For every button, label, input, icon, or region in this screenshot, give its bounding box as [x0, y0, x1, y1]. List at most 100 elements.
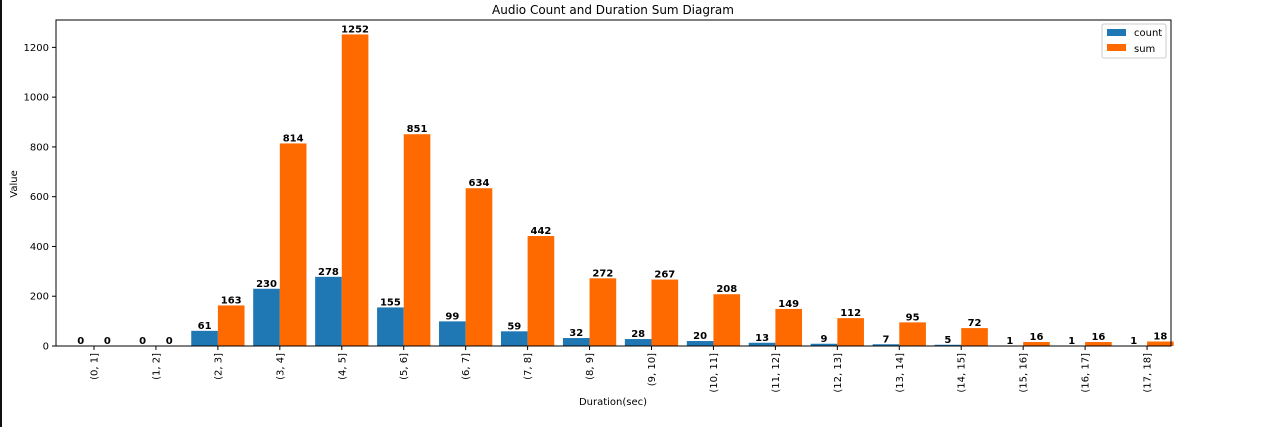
bar-value-label-sum: 267: [654, 270, 675, 281]
x-tick-label: (0, 1]: [90, 353, 101, 380]
bar-sum: [527, 236, 555, 346]
x-tick-label: (6, 7]: [461, 353, 472, 380]
bar-value-label-sum: 149: [778, 299, 799, 310]
x-tick-label: (10, 11]: [709, 353, 720, 393]
bar-value-label-count: 7: [882, 334, 889, 345]
bar-value-label-sum: 208: [716, 284, 737, 295]
bar-value-label-count: 59: [507, 321, 521, 332]
y-axis: 0 200 400 600 800 1000 1200: [24, 43, 56, 353]
x-tick-label: (2, 3]: [213, 353, 224, 380]
x-tick-label: (9, 10]: [647, 353, 658, 386]
bar-value-label-count: 99: [445, 311, 459, 322]
bar-value-label-count: 1: [1068, 336, 1075, 347]
x-tick-label: (3, 4]: [275, 353, 286, 380]
y-axis-title: Value: [9, 170, 20, 197]
bar-count: [377, 307, 404, 346]
y-tick-label: 1000: [24, 93, 49, 104]
x-axis: (0, 1] (1, 2] (2, 3] (3, 4] (4, 5] (5, 6] (6, …: [90, 346, 1154, 393]
bar-count: [253, 288, 280, 346]
bar-value-label-count: 20: [693, 331, 707, 342]
bar-sum: [961, 328, 988, 346]
bar-count: [748, 342, 776, 346]
bars: [191, 34, 1174, 346]
bar-value-label-count: 5: [944, 335, 951, 346]
bar-sum: [1147, 341, 1174, 346]
bar-value-label-sum: 16: [1091, 332, 1105, 343]
y-tick-label: 200: [30, 292, 49, 303]
bar-labels: 0 0 0 0611632308142781252155851996345944232…: [77, 24, 1167, 347]
x-tick-label: (17, 18]: [1143, 353, 1154, 393]
bar-value-label-sum: 16: [1030, 332, 1044, 343]
bar-value-label-sum: 0: [104, 336, 111, 347]
bar-value-label-count: 1: [1006, 336, 1013, 347]
x-tick-label: (16, 17]: [1081, 353, 1092, 393]
legend: count sum: [1101, 23, 1167, 59]
bar-value-label-count: 155: [380, 297, 401, 308]
bar-count: [562, 338, 590, 346]
y-tick-label: 0: [43, 342, 49, 353]
bar-value-label-count: 0: [139, 336, 146, 347]
bar-sum: [217, 305, 245, 346]
bar-sum: [341, 34, 369, 346]
bar-value-label-count: 32: [569, 328, 583, 339]
bar-value-label-sum: 163: [221, 295, 242, 306]
bar-value-label-sum: 272: [592, 268, 613, 279]
bar-sum: [1023, 342, 1050, 346]
bar-value-label-count: 1: [1130, 336, 1137, 347]
x-tick-label: (15, 16]: [1019, 353, 1030, 393]
x-tick-label: (8, 9]: [585, 353, 596, 380]
bar-count: [686, 341, 714, 346]
bar-sum: [899, 322, 926, 346]
bar-count: [315, 276, 342, 346]
bar-count: [439, 321, 466, 346]
bar-sum: [713, 294, 741, 346]
bar-value-label-count: 28: [631, 329, 645, 340]
bar-value-label-sum: 634: [469, 178, 490, 189]
bar-value-label-count: 230: [256, 279, 277, 290]
x-tick-label: (13, 14]: [895, 353, 906, 393]
x-tick-label: (14, 15]: [957, 353, 968, 393]
bar-sum: [403, 134, 431, 346]
chart-title: Audio Count and Duration Sum Diagram: [492, 3, 734, 17]
bar-count: [934, 344, 962, 346]
y-tick-label: 800: [30, 142, 49, 153]
x-tick-label: (7, 8]: [523, 353, 534, 380]
bar-value-label-sum: 1252: [341, 24, 369, 35]
bar-count: [500, 331, 528, 346]
bar-value-label-count: 61: [198, 321, 212, 332]
bar-count: [624, 339, 652, 346]
x-tick-label: (11, 12]: [771, 353, 782, 393]
bar-value-label-sum: 112: [840, 308, 861, 319]
x-axis-title: Duration(sec): [579, 397, 647, 408]
y-tick-label: 1200: [24, 43, 49, 54]
bar-sum: [1085, 342, 1112, 346]
x-tick-label: (1, 2]: [151, 353, 162, 380]
bar-count: [191, 330, 218, 346]
bar-value-label-sum: 851: [407, 124, 428, 135]
window-edge: [0, 0, 2, 427]
bar-value-label-sum: 0: [166, 336, 173, 347]
y-tick-label: 400: [30, 242, 49, 253]
legend-label-sum: sum: [1134, 44, 1155, 55]
bar-value-label-sum: 72: [968, 318, 982, 329]
bar-value-label-sum: 95: [906, 312, 920, 323]
legend-swatch-count: [1107, 29, 1126, 36]
legend-swatch-sum: [1107, 44, 1126, 51]
bar-sum: [775, 308, 803, 346]
plot-frame: [55, 19, 1172, 347]
bar-sum: [279, 143, 307, 346]
bar-sum: [465, 188, 493, 346]
bar-sum: [589, 278, 617, 346]
x-tick-label: (4, 5]: [337, 353, 348, 380]
bar-count: [872, 344, 900, 346]
bar-value-label-sum: 18: [1153, 332, 1167, 343]
bar-count: [810, 343, 838, 346]
y-tick-label: 600: [30, 192, 49, 203]
bar-value-label-count: 13: [755, 333, 769, 344]
bar-value-label-count: 278: [318, 267, 339, 278]
x-tick-label: (5, 6]: [399, 353, 410, 380]
bar-sum: [837, 318, 864, 346]
bar-value-label-count: 0: [77, 336, 84, 347]
bar-value-label-sum: 442: [530, 226, 551, 237]
